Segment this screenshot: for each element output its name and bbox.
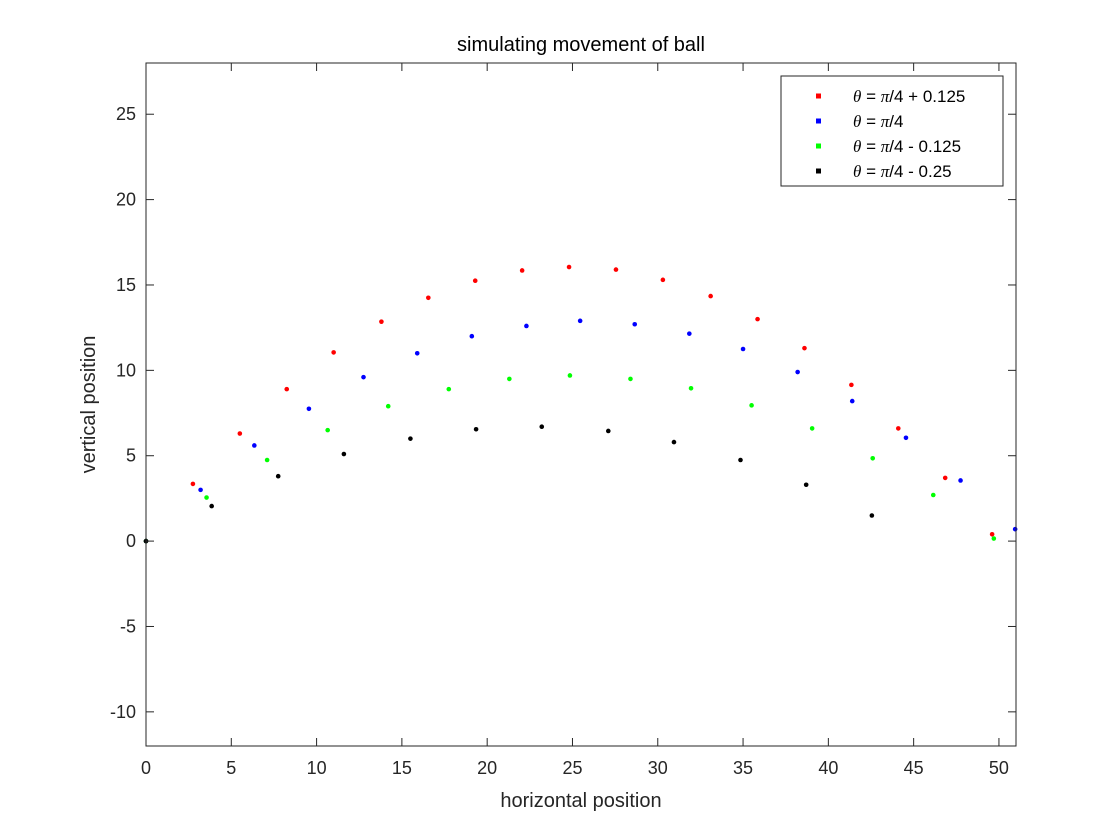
data-point bbox=[524, 323, 529, 329]
data-point bbox=[740, 346, 746, 352]
legend: θ = π/4 + 0.125 θ = π/4 θ = π/4 - 0.125 θ =… bbox=[780, 75, 1004, 187]
data-point bbox=[628, 376, 633, 382]
data-point bbox=[539, 424, 545, 429]
data-point bbox=[870, 455, 876, 461]
data-point bbox=[930, 492, 936, 498]
data-point bbox=[507, 376, 512, 382]
data-point bbox=[688, 385, 694, 391]
data-point bbox=[473, 426, 479, 432]
data-point bbox=[361, 374, 366, 380]
data-point bbox=[989, 531, 995, 537]
x-axis-title: horizontal position bbox=[500, 790, 661, 812]
data-point bbox=[942, 475, 948, 481]
legend-marker bbox=[816, 143, 821, 149]
data-point bbox=[408, 436, 413, 441]
legend-marker bbox=[816, 168, 821, 174]
data-point bbox=[1012, 526, 1018, 532]
data-point bbox=[613, 267, 619, 272]
legend-entry: θ = π/4 bbox=[853, 112, 903, 131]
y-tick-label: 25 bbox=[116, 104, 136, 124]
y-axis: -10 -5 0 5 10 15 20 25 bbox=[110, 104, 1016, 722]
data-point bbox=[749, 403, 754, 408]
data-point bbox=[687, 331, 692, 336]
data-point bbox=[190, 481, 196, 487]
data-point bbox=[895, 426, 901, 431]
y-axis-title: vertical position bbox=[78, 336, 100, 474]
legend-entry: θ = π/4 + 0.125 bbox=[853, 87, 965, 106]
data-point bbox=[237, 431, 243, 436]
x-tick-label: 10 bbox=[307, 758, 327, 778]
x-axis: 0 5 10 15 20 25 30 35 40 45 50 bbox=[141, 63, 1009, 778]
data-point bbox=[426, 295, 431, 301]
data-point bbox=[795, 369, 800, 375]
data-point bbox=[605, 428, 611, 434]
data-point bbox=[325, 427, 330, 433]
data-point bbox=[849, 398, 855, 404]
x-tick-label: 35 bbox=[733, 758, 753, 778]
y-tick-label: -5 bbox=[120, 616, 136, 636]
x-tick-label: 45 bbox=[904, 758, 924, 778]
data-point bbox=[414, 350, 420, 356]
data-point bbox=[379, 319, 384, 324]
y-tick-label: 10 bbox=[116, 360, 136, 380]
data-point bbox=[708, 293, 713, 299]
data-point bbox=[802, 345, 807, 351]
data-point bbox=[903, 435, 909, 441]
y-tick-label: -10 bbox=[110, 702, 136, 722]
x-tick-label: 20 bbox=[477, 758, 497, 778]
data-point bbox=[738, 457, 743, 463]
data-point bbox=[958, 478, 963, 483]
data-point bbox=[264, 457, 270, 463]
x-tick-label: 30 bbox=[648, 758, 668, 778]
x-tick-label: 25 bbox=[562, 758, 582, 778]
series-4 bbox=[143, 424, 875, 544]
y-tick-label: 20 bbox=[116, 190, 136, 210]
plot-frame bbox=[145, 62, 1017, 747]
data-point bbox=[252, 443, 257, 448]
data-point bbox=[671, 439, 677, 445]
y-tick-label: 0 bbox=[126, 531, 136, 551]
x-tick-label: 40 bbox=[818, 758, 838, 778]
data-point bbox=[446, 386, 452, 392]
data-point bbox=[204, 495, 209, 500]
data-point bbox=[660, 277, 666, 283]
legend-marker bbox=[816, 93, 821, 99]
legend-entry: θ = π/4 - 0.125 bbox=[853, 137, 961, 156]
x-tick-label: 5 bbox=[226, 758, 236, 778]
data-point bbox=[869, 513, 875, 518]
y-tick-label: 5 bbox=[126, 446, 136, 466]
data-point bbox=[306, 406, 312, 412]
data-point bbox=[519, 268, 525, 273]
series-3 bbox=[143, 373, 997, 544]
legend-entry: θ = π/4 - 0.25 bbox=[853, 162, 952, 181]
data-point bbox=[632, 321, 638, 327]
data-point bbox=[284, 386, 290, 392]
chart-title: simulating movement of ball bbox=[457, 34, 705, 56]
data-point bbox=[849, 382, 854, 388]
y-tick-label: 15 bbox=[116, 275, 136, 295]
x-tick-label: 15 bbox=[392, 758, 412, 778]
data-point bbox=[991, 536, 997, 541]
data-point bbox=[385, 403, 391, 409]
data-point bbox=[198, 487, 203, 493]
data-point bbox=[809, 426, 815, 431]
x-tick-label: 0 bbox=[141, 758, 151, 778]
data-point bbox=[275, 473, 281, 479]
data-point bbox=[472, 278, 478, 284]
data-point bbox=[567, 373, 573, 378]
data-point bbox=[331, 350, 336, 355]
data-point bbox=[566, 264, 572, 270]
data-point bbox=[755, 316, 760, 322]
data-point bbox=[469, 333, 475, 339]
legend-marker bbox=[816, 118, 821, 124]
x-tick-label: 50 bbox=[989, 758, 1009, 778]
data-point bbox=[341, 451, 347, 457]
data-point bbox=[577, 318, 583, 324]
data-point bbox=[209, 503, 214, 509]
series-1 bbox=[143, 264, 995, 544]
data-point bbox=[803, 482, 809, 488]
